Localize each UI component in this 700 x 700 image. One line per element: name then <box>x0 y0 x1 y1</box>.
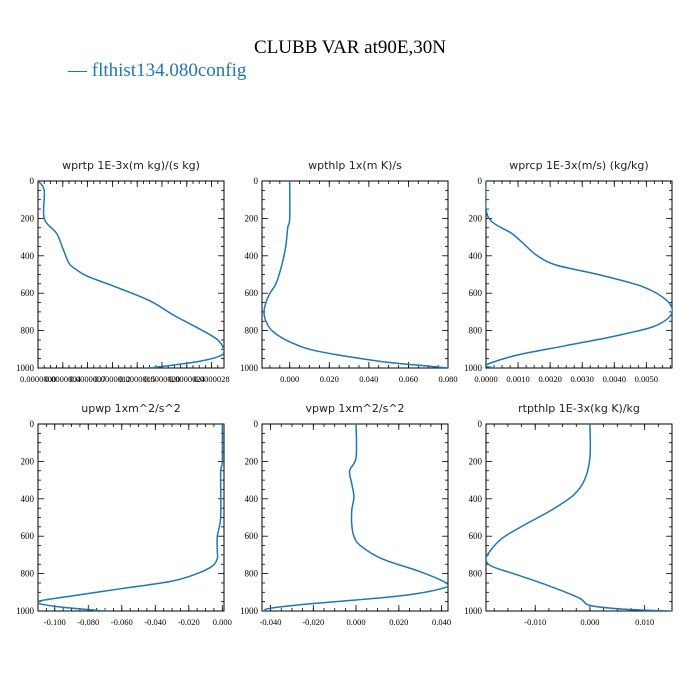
y-tick-label: 400 <box>21 494 35 504</box>
y-tick-label: 0 <box>30 176 35 186</box>
panel-title: upwp 1xm^2/s^2 <box>81 402 181 415</box>
plot-frame <box>485 180 673 369</box>
legend: — flthist134.080config <box>67 60 247 81</box>
y-tick-label: 200 <box>21 456 35 466</box>
y-tick-label: 1000 <box>464 606 483 616</box>
y-tick-label: 400 <box>245 494 259 504</box>
chart-panel: wprtp 1E-3x(m kg)/(s kg) 0 200 400 600 800 100… <box>16 159 230 384</box>
y-tick-label: 600 <box>245 288 259 298</box>
series-line <box>38 424 224 611</box>
panel-title: wprcp 1E-3x(m/s) (kg/kg) <box>509 159 648 172</box>
chart-panel: rtpthlp 1E-3x(kg K)/kg 0 200 400 600 800 1000 -… <box>464 402 673 627</box>
x-tick-label: 0.0010 <box>506 374 529 384</box>
chart-panels: wprtp 1E-3x(m kg)/(s kg) 0 200 400 600 800 100… <box>16 159 673 627</box>
y-tick-label: 400 <box>21 251 35 261</box>
y-tick-label: 200 <box>469 213 483 223</box>
x-tick-label: 0.080 <box>438 374 457 384</box>
x-tick-label: -0.020 <box>302 617 324 627</box>
series-line <box>486 181 672 368</box>
x-tick-label: -0.080 <box>77 617 99 627</box>
y-tick-label: 400 <box>469 494 483 504</box>
y-tick-label: 200 <box>21 213 35 223</box>
x-tick-label: 0.040 <box>432 617 451 627</box>
x-tick-label: 0.0030 <box>571 374 594 384</box>
y-tick-label: 800 <box>245 569 259 579</box>
legend-entry: — flthist134.080config <box>67 60 247 81</box>
panel-title: vpwp 1xm^2/s^2 <box>305 402 404 415</box>
y-tick-label: 800 <box>469 569 483 579</box>
y-tick-label: 0 <box>30 419 35 429</box>
chart-panel: vpwp 1xm^2/s^2 0 200 400 600 800 1000-0.040 -0.… <box>240 402 451 627</box>
y-tick-label: 0 <box>478 419 483 429</box>
x-tick-label: -0.040 <box>144 617 166 627</box>
x-tick-label: -0.020 <box>178 617 200 627</box>
y-tick-label: 1000 <box>16 606 35 616</box>
x-tick-label: 0.000 <box>347 617 366 627</box>
plot-frame <box>485 423 673 612</box>
x-tick-label: 0.0000028 <box>194 374 230 384</box>
y-tick-label: 600 <box>21 531 35 541</box>
x-tick-label: 0.020 <box>320 374 339 384</box>
y-tick-label: 600 <box>469 531 483 541</box>
x-tick-label: 0.0000 <box>474 374 497 384</box>
y-tick-label: 600 <box>245 531 259 541</box>
y-tick-label: 1000 <box>464 363 483 373</box>
plot-frame <box>37 423 225 612</box>
series-line <box>38 181 224 368</box>
chart-panel: upwp 1xm^2/s^2 0 200 400 600 800 1000 -0.100 -0.… <box>16 402 232 627</box>
y-tick-label: 0 <box>478 176 483 186</box>
x-tick-label: 0.0000000 <box>20 374 56 384</box>
x-tick-label: -0.100 <box>44 617 66 627</box>
y-tick-label: 400 <box>469 251 483 261</box>
series-line <box>263 181 448 368</box>
x-tick-label: 0.0000012 <box>94 374 130 384</box>
y-tick-label: 800 <box>469 326 483 336</box>
figure-title: CLUBB VAR at90E,30N <box>254 37 446 58</box>
x-tick-label: 0.0000004 <box>45 374 82 384</box>
x-tick-label: 0.010 <box>635 617 654 627</box>
x-tick-label: 0.0000007 <box>70 374 106 384</box>
y-tick-label: 1000 <box>16 363 35 373</box>
x-tick-label: 0.0020 <box>538 374 561 384</box>
x-tick-label: 0.0040 <box>603 374 626 384</box>
x-tick-label: 0.020 <box>389 617 408 627</box>
plot-frame <box>261 423 449 612</box>
x-tick-label: -0.060 <box>111 617 133 627</box>
x-tick-label: -0.040 <box>260 617 282 627</box>
x-tick-label: 0.000 <box>213 617 232 627</box>
x-tick-label: 0.000 <box>280 374 299 384</box>
y-tick-label: 1000 <box>240 606 259 616</box>
x-tick-label: 0.0000015 <box>119 374 155 384</box>
chart-panel: wprcp 1E-3x(m/s) (kg/kg) 0 200 400 600 800 100… <box>464 159 673 384</box>
panel-title: wpthlp 1x(m K)/s <box>308 159 402 172</box>
x-tick-label: 0.040 <box>359 374 378 384</box>
x-tick-label: 0.0000024 <box>169 374 206 384</box>
panel-title: rtpthlp 1E-3x(kg K)/kg <box>518 402 640 415</box>
y-tick-label: 200 <box>469 456 483 466</box>
x-tick-label: 0.000 <box>580 617 599 627</box>
y-tick-label: 600 <box>469 288 483 298</box>
y-tick-label: 200 <box>245 213 259 223</box>
x-tick-label: -0.010 <box>524 617 546 627</box>
y-tick-label: 1000 <box>240 363 259 373</box>
y-tick-label: 400 <box>245 251 259 261</box>
x-tick-label: 0.060 <box>399 374 418 384</box>
y-tick-label: 600 <box>21 288 35 298</box>
series-line <box>263 424 448 611</box>
y-tick-label: 0 <box>254 419 259 429</box>
y-tick-label: 800 <box>245 326 259 336</box>
x-tick-label: 0.0000020 <box>144 374 180 384</box>
panel-title: wprtp 1E-3x(m kg)/(s kg) <box>62 159 200 172</box>
x-tick-label: 0.0050 <box>635 374 658 384</box>
y-tick-label: 800 <box>21 326 35 336</box>
series-line <box>486 424 672 611</box>
y-tick-label: 800 <box>21 569 35 579</box>
y-tick-label: 200 <box>245 456 259 466</box>
plot-frame <box>37 180 225 369</box>
chart-panel: wpthlp 1x(m K)/s 0 200 400 600 800 1000 0.000 0.… <box>240 159 458 384</box>
y-tick-label: 0 <box>254 176 259 186</box>
